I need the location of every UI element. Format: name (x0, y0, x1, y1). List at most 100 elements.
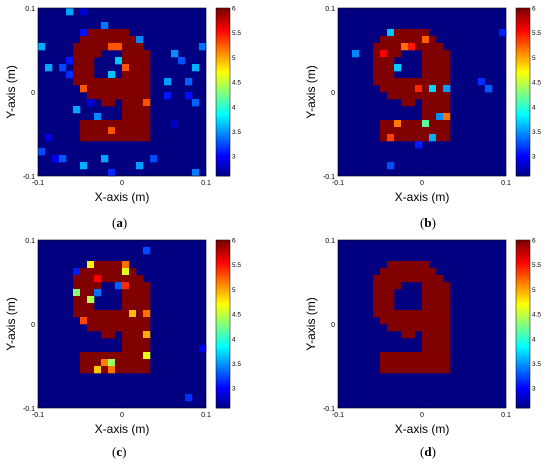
colorbar-segment (216, 376, 230, 380)
heatmap-cell (94, 366, 102, 374)
colorbar-segment (516, 292, 530, 296)
heatmap-cell (122, 331, 130, 339)
heatmap-cell (415, 85, 423, 93)
heatmap-cell (136, 338, 144, 346)
heatmap-panel-a: -0.1 0 0.1 0.1 0 -0.1 X-axis (m) Y-axis (m) 6 5.5… (0, 0, 250, 212)
heatmap-cell (436, 78, 444, 86)
colorbar-segment (216, 23, 230, 27)
heatmap-cell (66, 8, 74, 16)
heatmap-cell (129, 268, 137, 276)
colorbar-segment (516, 345, 530, 349)
x-tick-label: 0 (420, 180, 424, 187)
heatmap-cell (387, 289, 395, 297)
colorbar-segment (516, 105, 530, 109)
heatmap-cell (143, 366, 151, 374)
colorbar-segment (216, 78, 230, 82)
heatmap-cell (443, 352, 451, 360)
colorbar-tick-label: 4.5 (232, 80, 241, 87)
heatmap-cell (401, 29, 409, 37)
colorbar-segment (516, 303, 530, 307)
colorbar-segment (216, 366, 230, 370)
colorbar-segment (516, 165, 530, 169)
colorbar-segment (516, 136, 530, 140)
colorbar-segment (216, 152, 230, 156)
heatmap-cell (59, 64, 67, 72)
heatmap-cell (443, 92, 451, 100)
heatmap-cell (115, 359, 123, 367)
colorbar-segment (516, 326, 530, 330)
heatmap-cell (443, 85, 451, 93)
colorbar-segment (516, 65, 530, 69)
colorbar-segment (216, 113, 230, 117)
colorbar-segment (216, 297, 230, 301)
heatmap-cell (143, 303, 151, 311)
heatmap-cell (87, 134, 95, 142)
colorbar-segment (516, 342, 530, 346)
colorbar-tick-label: 6 (532, 6, 536, 13)
heatmap-cell (401, 78, 409, 86)
heatmap-cell (80, 43, 88, 51)
heatmap-cell (129, 36, 137, 44)
colorbar-segment (216, 324, 230, 328)
colorbar-tick-label: 4 (232, 104, 236, 111)
heatmap-panel-d: -0.1 0 0.1 0.1 0 -0.1 X-axis (m) Y-axis (m) 6 5.5… (300, 232, 550, 444)
heatmap-cell (429, 338, 437, 346)
heatmap-cell (387, 64, 395, 72)
heatmap-cell (387, 317, 395, 325)
y-axis-label: Y-axis (m) (304, 65, 318, 119)
colorbar-segment (216, 318, 230, 322)
heatmap-cell (108, 268, 116, 276)
heatmap-cell (129, 310, 137, 318)
colorbar-segment (516, 76, 530, 80)
heatmap-cell (143, 352, 151, 360)
heatmap-cell (415, 261, 423, 269)
colorbar-segment (516, 149, 530, 153)
heatmap-cell (436, 113, 444, 121)
heatmap-cell (429, 99, 437, 107)
heatmap-cell (115, 282, 123, 290)
heatmap-cell (122, 345, 130, 353)
heatmap-cell (408, 317, 416, 325)
heatmap-cell (394, 43, 402, 51)
heatmap-cell (129, 85, 137, 93)
heatmap-cell (415, 352, 423, 360)
colorbar-segment (216, 86, 230, 90)
colorbar-tick-label: 5.5 (232, 262, 241, 269)
heatmap-cell (171, 120, 179, 128)
heatmap-cell (129, 113, 137, 121)
heatmap-cell (178, 57, 186, 65)
colorbar-segment (216, 300, 230, 304)
heatmap-cell (80, 8, 88, 16)
heatmap-cell (129, 120, 137, 128)
heatmap-cell (408, 43, 416, 51)
heatmap-cell (87, 282, 95, 290)
heatmap-cell (422, 310, 430, 318)
colorbar-segment (516, 110, 530, 114)
colorbar-segment (216, 15, 230, 19)
heatmap-cell (87, 303, 95, 311)
heatmap-cell (401, 127, 409, 135)
heatmap-cell (115, 352, 123, 360)
heatmap-cell (73, 71, 81, 79)
heatmap-cell (129, 99, 137, 107)
colorbar-segment (216, 39, 230, 43)
colorbar-tick-label: 6 (532, 238, 536, 245)
heatmap-cell (94, 324, 102, 332)
heatmap-cell (101, 134, 109, 142)
colorbar-segment (216, 10, 230, 14)
heatmap-cell (429, 359, 437, 367)
heatmap-cell (443, 50, 451, 58)
heatmap-cell (387, 78, 395, 86)
colorbar-segment (216, 326, 230, 330)
heatmap-cell (80, 57, 88, 65)
heatmap-cell (192, 169, 200, 177)
heatmap-cell (380, 64, 388, 72)
colorbar-segment (216, 63, 230, 67)
heatmap-cell (80, 29, 88, 37)
heatmap-cell (136, 317, 144, 325)
heatmap-cell (115, 268, 123, 276)
heatmap-cell (94, 282, 102, 290)
heatmap-cell (373, 64, 381, 72)
colorbar-segment (216, 384, 230, 388)
heatmap-cell (436, 303, 444, 311)
